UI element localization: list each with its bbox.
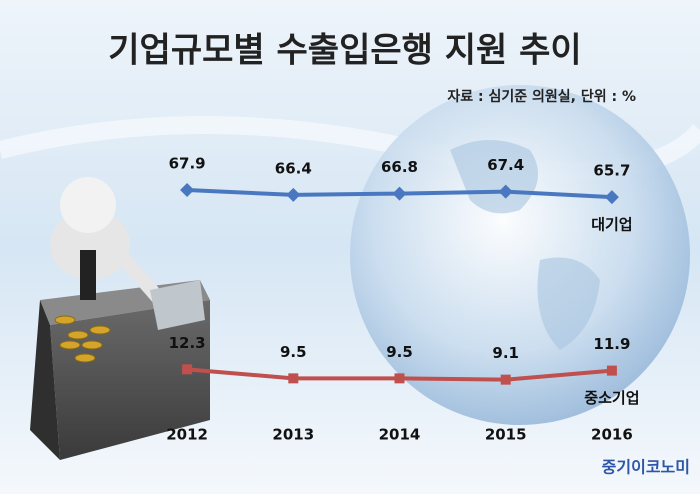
data-label: 66.4	[275, 159, 312, 177]
x-tick-label: 2013	[272, 426, 314, 444]
marker	[288, 373, 299, 384]
x-tick-label: 2015	[485, 426, 527, 444]
marker	[500, 374, 511, 385]
marker	[498, 184, 513, 199]
data-label: 9.5	[280, 343, 307, 361]
marker	[180, 183, 195, 198]
marker	[392, 186, 407, 201]
legend-label: 대기업	[591, 216, 632, 234]
data-label: 67.4	[487, 156, 524, 174]
marker	[182, 364, 193, 375]
marker	[606, 365, 617, 376]
marker	[286, 187, 301, 202]
data-label: 9.5	[386, 343, 413, 361]
data-label: 12.3	[169, 334, 206, 352]
brand-logo: 중기이코노미	[602, 458, 690, 477]
globe-land	[450, 140, 600, 350]
x-tick-label: 2012	[166, 426, 208, 444]
data-label: 11.9	[593, 335, 630, 353]
chart-subtitle: 자료 : 심기준 의원실, 단위 : %	[447, 88, 636, 105]
marker	[394, 373, 405, 384]
data-label: 67.9	[169, 155, 206, 173]
legend-label: 중소기업	[584, 389, 639, 407]
data-label: 9.1	[492, 344, 519, 362]
data-label: 65.7	[593, 162, 630, 180]
marker	[604, 190, 619, 205]
businessman-illustration	[30, 177, 210, 460]
x-tick-label: 2016	[591, 426, 633, 444]
globe	[350, 85, 690, 425]
chart-title: 기업규모별 수출입은행 지원 추이	[108, 31, 581, 71]
x-tick-label: 2014	[379, 426, 421, 444]
data-label: 66.8	[381, 158, 418, 176]
